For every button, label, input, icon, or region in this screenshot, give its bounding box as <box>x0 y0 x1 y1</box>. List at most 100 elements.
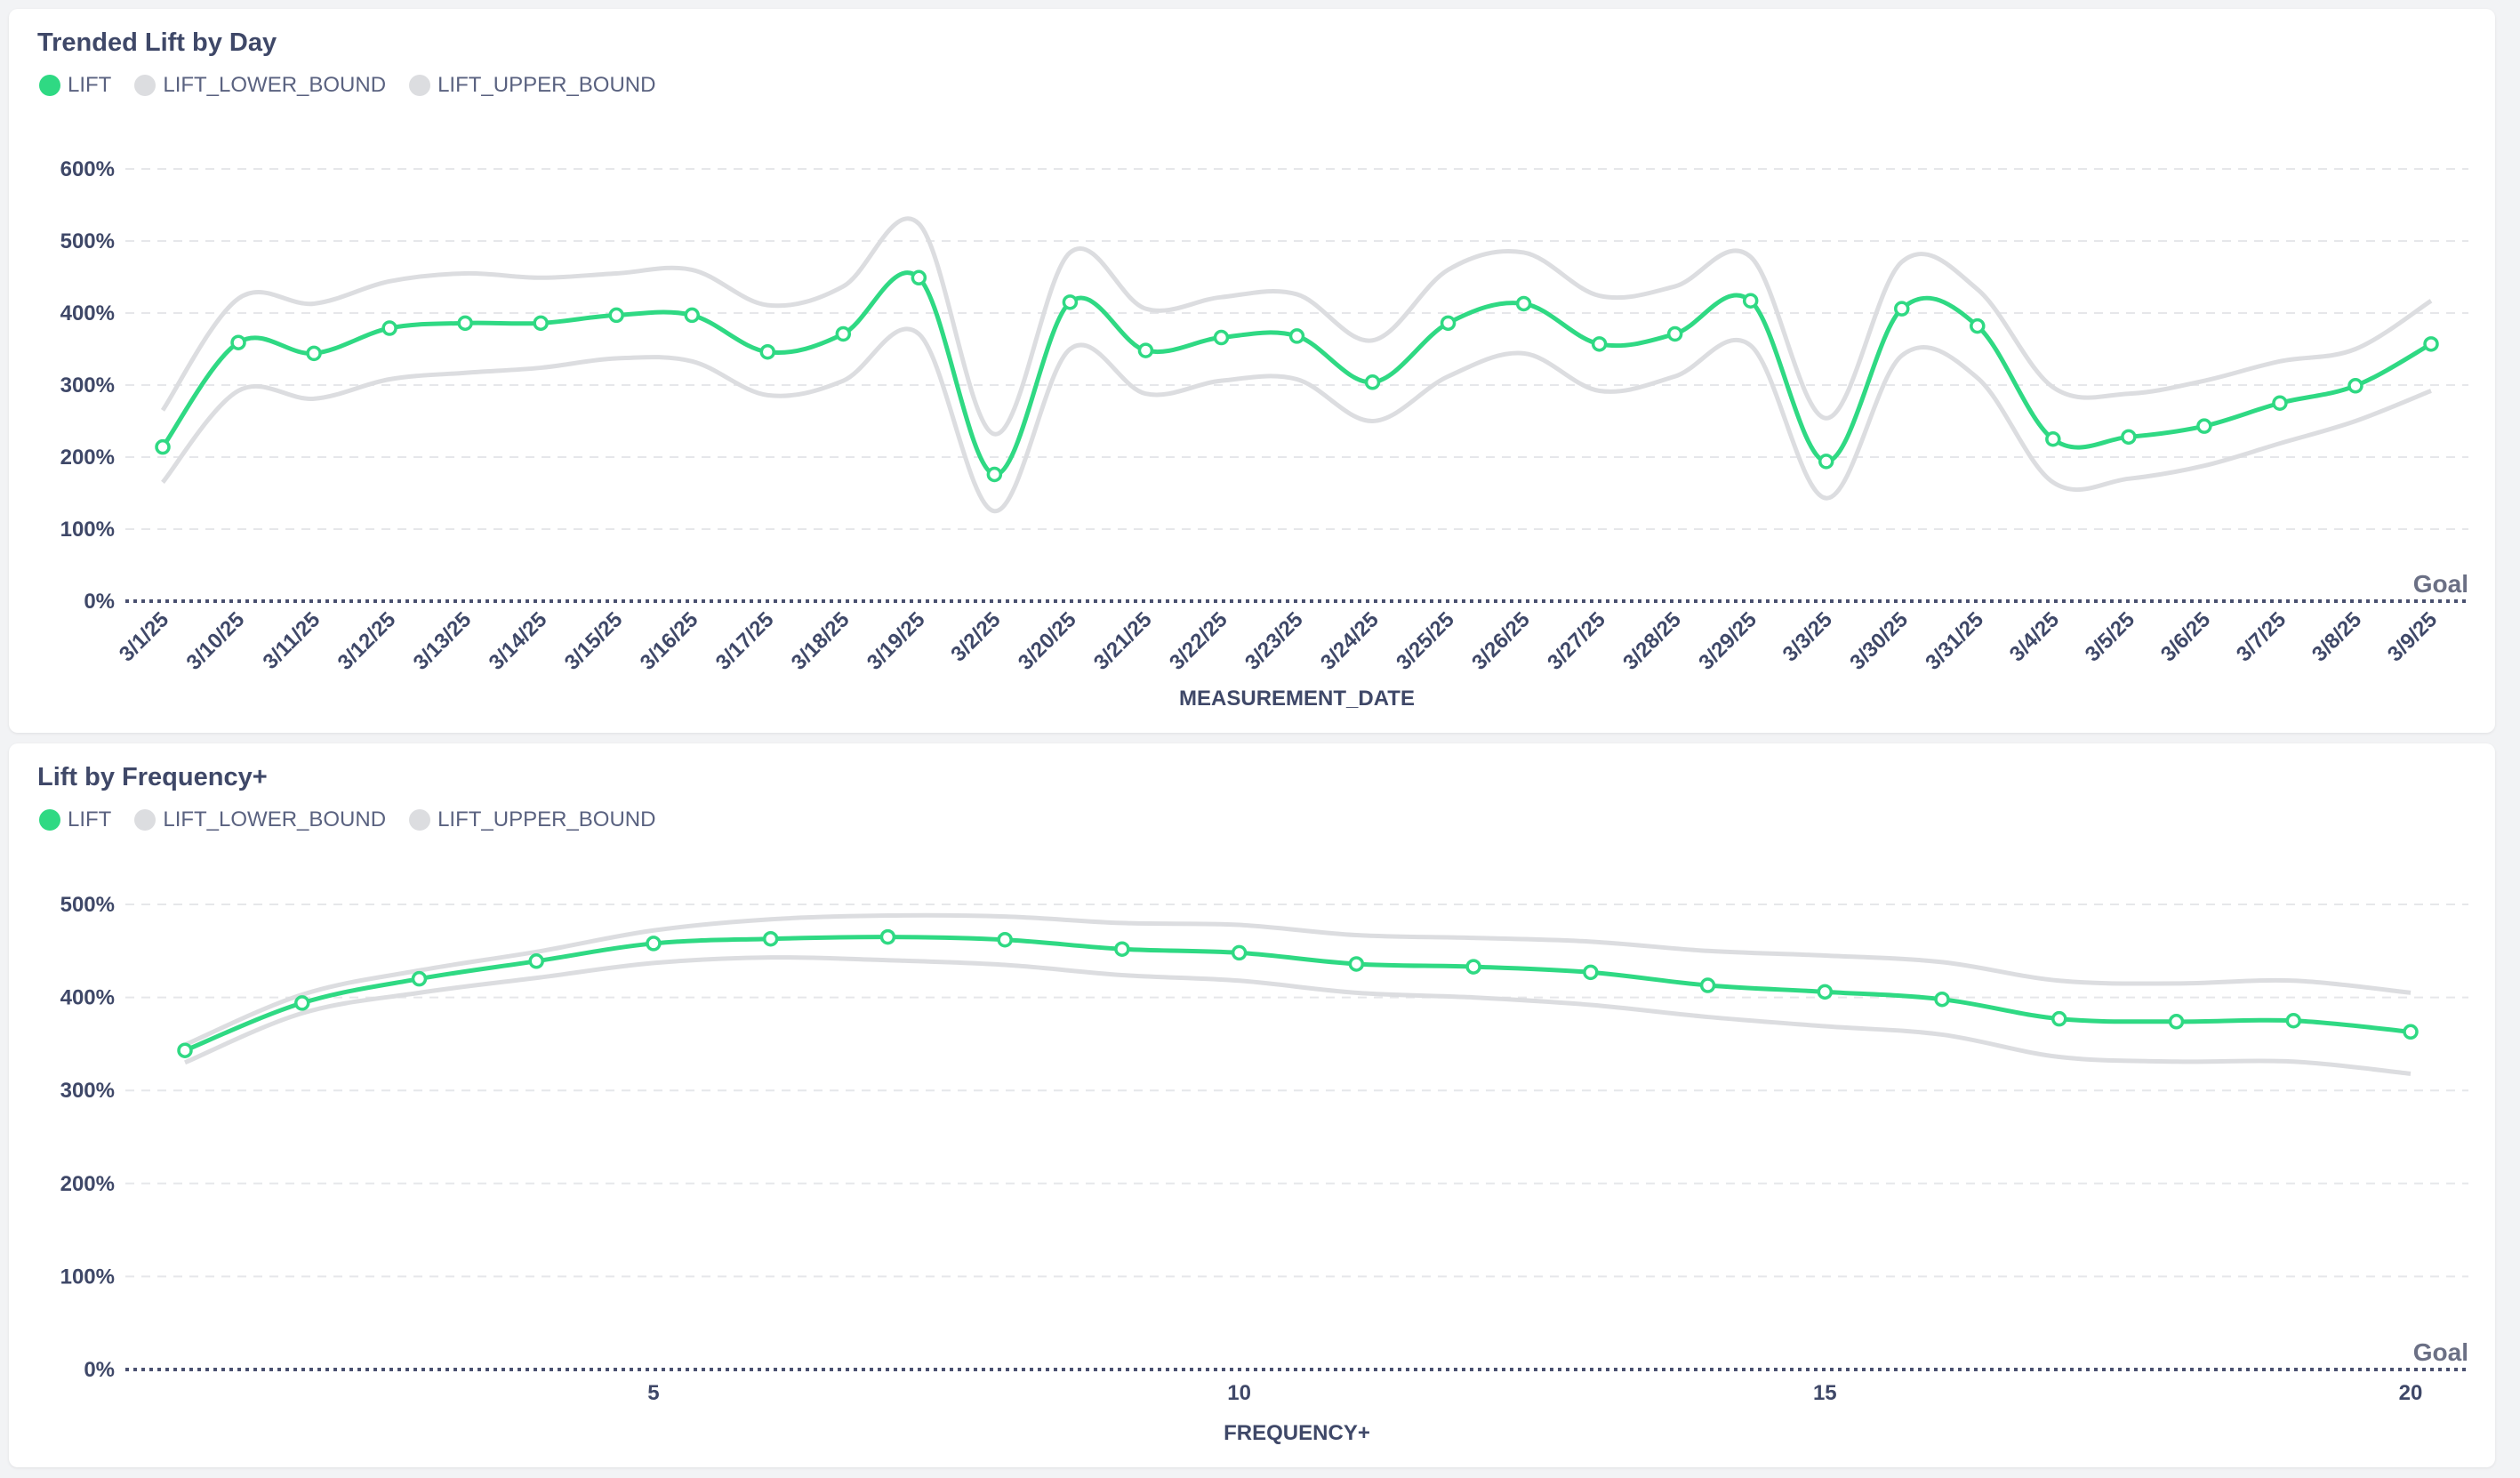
lower-bound-line <box>184 955 2412 1076</box>
legend-item-upper-bound[interactable]: LIFT_UPPER_BOUND <box>409 73 655 98</box>
lift-point <box>2121 429 2137 446</box>
x-tick-label: 3/11/25 <box>259 607 325 674</box>
x-tick-label: 3/22/25 <box>1165 607 1232 675</box>
lift-point <box>2347 378 2364 394</box>
trended-lift-card: Trended Lift by Day LIFT LIFT_LOWER_BOUN… <box>9 9 2495 733</box>
lift-point <box>1583 964 1599 981</box>
lift-point <box>1934 991 1950 1008</box>
lift-point <box>762 930 779 947</box>
chart-title: Lift by Frequency+ <box>37 763 268 791</box>
legend-label: LIFT_LOWER_BOUND <box>163 73 387 97</box>
x-tick-label: 3/1/25 <box>115 607 173 666</box>
lift-point <box>1114 941 1130 957</box>
y-tick-label: 100% <box>60 1265 115 1289</box>
y-tick-label: 200% <box>60 446 115 470</box>
lift-point <box>684 307 700 324</box>
legend-item-upper-bound[interactable]: LIFT_UPPER_BOUND <box>409 807 655 832</box>
lift-point <box>2423 336 2439 352</box>
lift-point <box>155 438 171 455</box>
legend-item-lift[interactable]: LIFT <box>39 73 111 98</box>
lift-point <box>381 320 397 336</box>
x-tick-label: 3/15/25 <box>560 607 628 675</box>
x-tick-label: 3/12/25 <box>333 607 401 675</box>
lift-point <box>1894 301 1910 317</box>
lift-point <box>835 325 852 342</box>
lift-point <box>1364 374 1381 390</box>
x-axis-label: MEASUREMENT_DATE <box>1179 687 1415 711</box>
x-tick-label: 3/19/25 <box>863 607 930 675</box>
lift-point <box>2196 418 2212 434</box>
x-tick-label: 3/14/25 <box>485 607 552 675</box>
chart-plot: 0% 100% 200% 300% 400% 500% Goal 5 10 15 20 FREQUEN… <box>60 893 2468 1445</box>
x-tick-label: 3/21/25 <box>1089 607 1157 675</box>
legend-label: LIFT <box>68 73 112 97</box>
legend: LIFT LIFT_LOWER_BOUND LIFT_UPPER_BOUND <box>39 73 655 98</box>
lift-by-frequency-card: Lift by Frequency+ LIFT LIFT_LOWER_BOUND… <box>9 743 2495 1467</box>
y-tick-label: 200% <box>60 1172 115 1196</box>
y-tick-label: 100% <box>60 518 115 542</box>
x-tick-label: 3/16/25 <box>636 607 703 675</box>
lift-point <box>879 928 896 945</box>
goal-label: Goal <box>2413 1338 2468 1366</box>
x-tick-label: 3/31/25 <box>1921 607 1988 675</box>
lift-point <box>533 315 549 332</box>
upper-bound-line <box>160 216 2433 437</box>
lift-point <box>1213 329 1230 346</box>
legend-label: LIFT_UPPER_BOUND <box>437 807 656 831</box>
y-tick-label: 500% <box>60 893 115 917</box>
lift-point <box>997 931 1013 948</box>
x-tick-label: 10 <box>1227 1381 1251 1405</box>
lift-point <box>1137 342 1154 358</box>
legend-label: LIFT_UPPER_BOUND <box>437 73 656 97</box>
x-tick-label: 3/23/25 <box>1240 607 1308 675</box>
x-tick-label: 20 <box>2399 1381 2423 1405</box>
x-tick-label: 3/28/25 <box>1618 607 1686 675</box>
y-tick-label: 500% <box>60 229 115 253</box>
lift-point <box>1591 336 1608 352</box>
x-tick-label: 3/6/25 <box>2156 607 2215 666</box>
legend-item-lift[interactable]: LIFT <box>39 807 111 832</box>
x-tick-label: 3/27/25 <box>1543 607 1610 675</box>
lift-point <box>411 970 428 987</box>
x-tick-label: 3/17/25 <box>711 607 779 675</box>
legend-dot-icon <box>134 809 156 831</box>
x-tick-label: 3/9/25 <box>2383 607 2442 666</box>
lift-point <box>1231 944 1248 961</box>
lift-point <box>608 307 624 324</box>
x-axis-label: FREQUENCY+ <box>1224 1421 1370 1445</box>
legend-dot-icon <box>409 75 431 96</box>
y-tick-label: 300% <box>60 1079 115 1103</box>
lift-point <box>1742 293 1759 309</box>
y-tick-label: 0% <box>84 1358 115 1382</box>
lift-point <box>2403 1024 2419 1040</box>
y-tick-label: 600% <box>60 157 115 181</box>
x-tick-label: 3/10/25 <box>182 607 250 675</box>
x-tick-label: 3/3/25 <box>1778 607 1837 666</box>
lift-point <box>2045 431 2061 447</box>
x-tick-label: 3/4/25 <box>2005 607 2064 666</box>
lift-point <box>1062 294 1079 310</box>
x-tick-label: 3/30/25 <box>1845 607 1913 675</box>
goal-label: Goal <box>2413 570 2468 598</box>
lift-point <box>1348 956 1365 972</box>
legend-dot-icon <box>409 809 431 831</box>
lift-point <box>1440 315 1457 332</box>
x-tick-label: 5 <box>647 1381 659 1405</box>
lift-point <box>1465 959 1481 975</box>
y-tick-label: 400% <box>60 986 115 1010</box>
legend-item-lower-bound[interactable]: LIFT_LOWER_BOUND <box>134 73 386 98</box>
chart-title: Trended Lift by Day <box>37 28 277 57</box>
lift-point <box>306 345 322 362</box>
x-tick-label: 3/7/25 <box>2232 607 2291 666</box>
lift-point <box>1970 317 1986 334</box>
legend: LIFT LIFT_LOWER_BOUND LIFT_UPPER_BOUND <box>39 807 655 832</box>
lift-point <box>2051 1010 2067 1027</box>
x-tick-label: 3/29/25 <box>1694 607 1762 675</box>
legend-item-lower-bound[interactable]: LIFT_LOWER_BOUND <box>134 807 386 832</box>
x-tick-label: 3/26/25 <box>1467 607 1535 675</box>
lift-point <box>177 1042 193 1058</box>
lift-point <box>1699 977 1716 993</box>
legend-dot-icon <box>39 75 60 96</box>
lift-point <box>528 953 544 969</box>
lift-point <box>1817 984 1834 1000</box>
